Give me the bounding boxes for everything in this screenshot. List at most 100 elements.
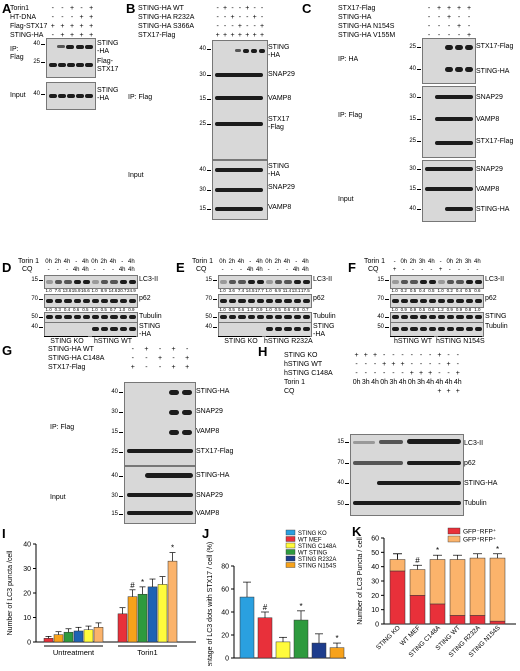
quant-value: 8.9 — [100, 288, 107, 293]
bar-segment — [409, 595, 426, 625]
blot-label: p62 — [464, 460, 476, 467]
blot-label: STING -HA — [97, 40, 119, 55]
group-line — [266, 336, 310, 337]
condition-sign: - — [467, 23, 471, 30]
condition-label: STING-HA — [10, 32, 44, 39]
blot-strip — [44, 294, 138, 308]
bar — [167, 560, 178, 643]
condition-sign: - — [231, 5, 234, 12]
mw-marker: 30 — [402, 166, 421, 172]
condition-sign: + — [245, 32, 250, 39]
mw-marker: 25 — [402, 138, 421, 144]
bar-segment — [449, 615, 466, 625]
group-line — [390, 336, 434, 337]
cq-time: 4h — [302, 267, 309, 273]
condition-sign: + — [446, 5, 452, 12]
legend-label: STING C148A — [298, 544, 336, 550]
quant-value: 0.2 — [446, 288, 453, 293]
legend-swatch — [285, 529, 296, 536]
torin-time: - — [249, 259, 252, 265]
blot-label: VAMP8 — [476, 116, 500, 123]
mw-marker: 15 — [104, 511, 123, 517]
mw-marker: 40 — [402, 66, 421, 72]
condition-sign: - — [145, 355, 148, 362]
band — [275, 315, 283, 319]
cq-time: - — [267, 267, 270, 273]
quant-value: 13.1 — [291, 288, 301, 293]
mw-marker: 30 — [402, 94, 421, 100]
quant-value: 0.5 — [228, 307, 235, 312]
ip-label: IP: Flag — [10, 46, 24, 61]
condition-label: STX17-Flag — [138, 32, 176, 39]
cq-time: - — [276, 267, 279, 273]
condition-sign: - — [373, 361, 377, 368]
cq-time: 4h — [82, 267, 89, 273]
blot-strip — [390, 275, 484, 289]
condition-sign: 4h — [453, 379, 462, 386]
panel-label: K — [352, 524, 362, 539]
condition-label: Flag-STX17 — [10, 23, 48, 30]
cq-time: - — [230, 267, 233, 273]
condition-sign: - — [186, 346, 189, 353]
mw-marker: 70 — [370, 296, 389, 302]
condition-label: hSTING WT — [284, 361, 323, 368]
condition-sign: - — [392, 370, 395, 377]
condition-sign: - — [260, 5, 264, 12]
blot-label: STING -HA — [139, 323, 161, 338]
quant-value: 17.7 — [255, 288, 264, 293]
quant-value: 1.0 — [119, 307, 126, 312]
band — [266, 299, 274, 303]
cq-time: - — [285, 267, 288, 273]
condition-sign: - — [216, 5, 219, 12]
torin-time: 4h — [237, 259, 245, 265]
group-line — [92, 336, 136, 337]
condition-sign: + — [69, 32, 75, 39]
condition-sign: - — [383, 370, 386, 377]
torin-time: 3h — [418, 259, 426, 265]
band — [266, 327, 274, 331]
blot-label: STING — [485, 313, 507, 320]
cq-time: - — [457, 267, 460, 273]
band — [110, 327, 118, 331]
mw-marker: 40 — [104, 473, 123, 479]
band — [266, 315, 274, 319]
blot-strip — [44, 275, 138, 289]
blot-label: SNAP29 — [476, 166, 503, 173]
condition-sign: - — [238, 14, 242, 21]
quant-value: 1.0 — [219, 307, 226, 312]
condition-sign: - — [158, 364, 162, 371]
band — [73, 280, 81, 284]
bar — [127, 596, 138, 643]
band — [119, 327, 127, 331]
condition-sign: + — [391, 361, 396, 368]
blot-strip — [390, 294, 484, 308]
condition-label: STING-HA — [338, 14, 372, 21]
bar — [257, 617, 273, 659]
condition-sign: - — [429, 352, 432, 359]
panel-h: H STING KO + + + - - - - - - + - - hSTING WT - - - + + + - - -… — [256, 344, 520, 524]
band — [410, 327, 418, 331]
y-tick-label: 50 — [371, 550, 379, 557]
input-label: Input — [128, 172, 144, 179]
band — [401, 315, 409, 319]
bar — [293, 619, 309, 659]
band — [110, 299, 118, 303]
band — [101, 315, 109, 319]
blot-label: STING-HA — [464, 480, 498, 487]
quant-value: 0.5 — [82, 307, 89, 312]
band — [256, 315, 264, 319]
band — [465, 299, 473, 303]
blot-label: LC3-II — [313, 276, 333, 283]
condition-sign: - — [447, 23, 451, 30]
blot-label: Flag- STX17 — [97, 58, 119, 73]
torin-time: 2h — [455, 259, 463, 265]
condition-sign: 3h — [417, 379, 425, 386]
torin-time: - — [295, 259, 298, 265]
condition-sign: - — [401, 370, 404, 377]
band — [101, 299, 109, 303]
condition-label: STING-HA R232A — [138, 14, 195, 21]
condition-sign: + — [372, 352, 378, 359]
quant-value: 0.6 — [428, 307, 435, 312]
panel-label: A — [2, 1, 12, 16]
mw-marker: 30 — [192, 72, 211, 78]
